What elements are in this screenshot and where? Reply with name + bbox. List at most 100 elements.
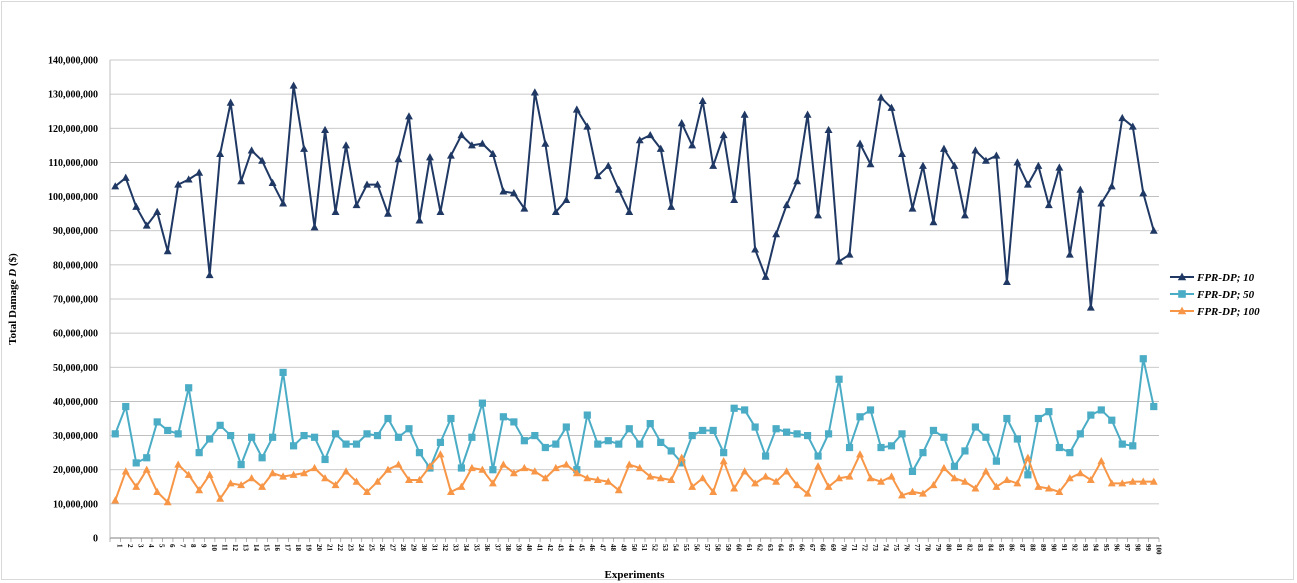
x-tick-label: 99 <box>1144 544 1152 552</box>
x-tick-label: 78 <box>923 544 931 552</box>
data-point <box>342 141 350 149</box>
x-tick-label: 89 <box>1039 544 1047 552</box>
x-tick-label: 12 <box>231 544 239 552</box>
data-point <box>1128 477 1137 485</box>
x-tick-label: 21 <box>326 544 334 552</box>
x-tick-label: 44 <box>567 544 575 552</box>
data-point <box>352 440 361 448</box>
x-tick-label: 6 <box>168 544 176 548</box>
data-point <box>887 472 896 480</box>
x-tick-label: 67 <box>808 544 816 552</box>
data-point <box>814 452 822 460</box>
data-point <box>142 221 151 229</box>
data-point <box>898 430 906 438</box>
data-point <box>226 479 235 487</box>
x-tick-label: 20 <box>315 544 323 552</box>
x-tick-label: 19 <box>305 544 313 552</box>
data-point <box>709 487 718 495</box>
x-tick-label: 63 <box>766 544 774 552</box>
data-point <box>300 144 309 152</box>
data-point <box>1118 479 1127 487</box>
data-point <box>1002 277 1011 285</box>
data-point <box>940 433 948 441</box>
x-tick-label: 96 <box>1112 544 1120 552</box>
data-point <box>289 442 298 450</box>
legend-item-2: FPR-DP; 50 <box>1170 289 1255 301</box>
data-point <box>698 96 707 105</box>
data-point <box>1065 250 1074 258</box>
x-tick-label: 50 <box>630 544 638 552</box>
x-tick-label: 51 <box>640 544 648 552</box>
data-point <box>1108 416 1116 424</box>
data-point <box>352 200 361 209</box>
data-point <box>719 457 728 465</box>
data-point <box>237 177 246 185</box>
data-point <box>279 368 287 377</box>
x-tick-label: 55 <box>682 544 690 552</box>
data-point <box>1076 468 1085 477</box>
data-point <box>1139 189 1148 197</box>
data-point <box>1013 479 1022 487</box>
data-point <box>971 484 980 492</box>
data-point <box>247 146 256 154</box>
legend: FPR-DP; 10 FPR-DP; 50 FPR-DP; 100 <box>1170 272 1260 318</box>
data-point <box>1107 479 1116 487</box>
data-point <box>730 195 739 204</box>
data-point <box>635 136 644 144</box>
data-point <box>541 139 550 147</box>
data-point <box>289 470 298 478</box>
x-tick-label: 97 <box>1123 544 1131 552</box>
data-point <box>436 207 445 215</box>
x-tick-label: 64 <box>777 544 785 552</box>
x-tick-label: 24 <box>357 544 365 552</box>
x-tick-label: 94 <box>1091 544 1099 552</box>
legend-label: FPR-DP; 50 <box>1196 289 1255 301</box>
data-point <box>163 498 172 506</box>
x-tick-label: 1 <box>116 544 124 548</box>
data-point <box>562 195 571 204</box>
data-point <box>122 402 130 411</box>
data-point <box>289 81 298 89</box>
y-tick-label: 60,000,000 <box>53 329 98 340</box>
data-point <box>531 431 539 440</box>
x-tick-label: 45 <box>577 544 585 552</box>
y-tick-label: 120,000,000 <box>48 124 98 135</box>
data-point <box>216 494 225 502</box>
x-tick-label: 86 <box>1007 544 1015 552</box>
x-tick-label: 11 <box>221 544 229 551</box>
data-point <box>572 468 581 477</box>
data-point <box>761 472 770 480</box>
data-point <box>866 474 875 482</box>
data-point <box>845 472 854 480</box>
x-tick-label: 79 <box>934 544 942 552</box>
legend-label: FPR-DP; 10 <box>1196 272 1255 284</box>
data-point <box>1065 474 1074 482</box>
data-point <box>258 156 267 164</box>
data-point <box>331 480 340 489</box>
data-point <box>153 207 162 215</box>
data-point <box>509 189 518 197</box>
x-tick-label: 83 <box>976 544 984 552</box>
data-point <box>1076 185 1085 193</box>
data-point <box>562 423 570 431</box>
data-point <box>845 250 854 258</box>
data-point <box>363 180 371 188</box>
data-point <box>583 411 591 419</box>
data-point <box>457 130 466 139</box>
data-point <box>1107 182 1116 190</box>
data-point <box>342 440 350 448</box>
data-point <box>835 375 843 383</box>
x-tick-label: 29 <box>409 544 417 552</box>
data-point <box>887 442 896 450</box>
data-point <box>677 119 686 127</box>
data-point <box>919 489 927 497</box>
data-point <box>478 465 487 473</box>
y-tick-label: 70,000,000 <box>53 295 98 306</box>
data-point <box>803 489 812 497</box>
data-point <box>279 199 288 207</box>
data-point <box>111 182 120 190</box>
x-tick-label: 57 <box>703 544 711 552</box>
data-point <box>268 433 277 441</box>
data-point <box>1139 355 1147 363</box>
data-point <box>835 474 844 482</box>
